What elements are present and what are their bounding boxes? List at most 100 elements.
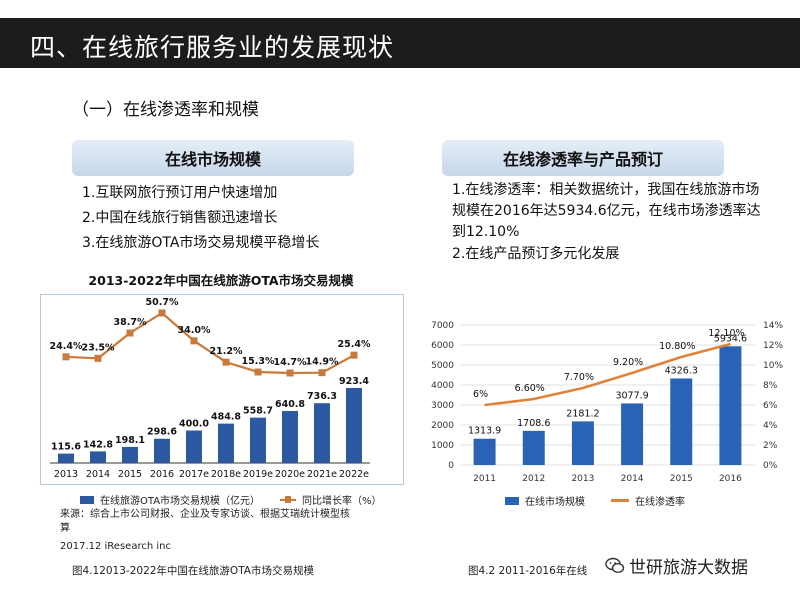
right-line-label-2011: 6%	[473, 389, 488, 400]
left-chart-copyright: 2017.12 iResearch inc	[60, 541, 171, 552]
left-bar-2013	[58, 453, 74, 463]
left-growth-point-2017e	[190, 337, 198, 345]
right-y2-tick-10%: 10%	[763, 361, 783, 371]
left-growth-label-2021e: 14.9%	[306, 357, 339, 368]
right-x-tick-2014: 2014	[621, 474, 644, 484]
right-y-tick-2000: 2000	[431, 421, 454, 431]
left-bar-2014	[90, 451, 106, 463]
legend-line-swatch	[280, 495, 297, 503]
watermark-text: 世研旅游大数据	[629, 558, 748, 578]
right-bar-label-2014: 3077.9	[615, 390, 648, 401]
right-line-label-2015: 10.80%	[659, 341, 695, 352]
legend-bar-swatch	[80, 495, 94, 504]
right-bar-2014	[621, 403, 644, 465]
watermark: 世研旅游大数据	[605, 553, 748, 578]
right-line-label-2016: 12.10%	[708, 328, 744, 339]
wechat-icon	[605, 557, 625, 573]
left-bar-2017e	[186, 430, 202, 463]
right-y-tick-7000: 7000	[431, 321, 454, 331]
right-line-label-2012: 6.60%	[515, 383, 545, 394]
right-x-tick-2011: 2011	[473, 474, 496, 484]
right-line-label-2013: 7.70%	[564, 372, 594, 383]
legend-bar-swatch-right	[505, 496, 519, 505]
right-bar-label-2012: 1708.6	[517, 418, 550, 429]
legend-bar-label-right: 在线市场规模	[525, 497, 585, 508]
left-chart: 115.6 2013 142.8 2014 198.1 2015 298.6 2016 400.…	[50, 297, 371, 480]
right-y2-tick-14%: 14%	[763, 321, 783, 331]
right-bar-label-2016: 5934.6	[714, 333, 747, 344]
left-growth-point-2013	[62, 353, 70, 361]
left-growth-point-2019e	[254, 368, 262, 376]
left-growth-label-2016: 50.7%	[146, 297, 179, 308]
left-growth-label-2014: 23.5%	[82, 342, 115, 353]
left-tick-2020e: 2020e	[275, 469, 305, 480]
right-bar-2015	[670, 378, 693, 465]
right-bar-2013	[571, 421, 594, 465]
left-growth-line	[65, 311, 355, 375]
left-tick-2017e: 2017e	[179, 469, 209, 480]
left-growth-point-2018e	[222, 358, 230, 366]
right-y2-tick-0%: 0%	[763, 461, 778, 471]
right-bar-2016	[719, 346, 742, 465]
left-bar-label-2020e: 640.8	[275, 399, 305, 410]
left-growth-point-2014	[94, 354, 102, 362]
left-chart-legend: 在线旅游OTA市场交易规模（亿元） 同比增长率（%）	[80, 492, 382, 507]
right-y-tick-1000: 1000	[431, 441, 454, 451]
slide-title: 四、在线旅行服务业的发展现状	[30, 33, 395, 62]
section-heading: （一）在线渗透率和规模	[72, 100, 259, 120]
right-y-tick-0: 0	[448, 461, 454, 471]
left-tick-2018e: 2018e	[211, 469, 241, 480]
right-y2-tick-6%: 6%	[763, 401, 778, 411]
left-point-2: 2.中国在线旅行销售额迅速增长	[82, 210, 278, 226]
left-chart-caption: 图4.12013-2022年中国在线旅游OTA市场交易规模	[72, 565, 314, 577]
left-tick-2019e: 2019e	[243, 469, 273, 480]
right-y-tick-5000: 5000	[431, 361, 454, 371]
left-bar-label-2018e: 484.8	[211, 412, 241, 423]
left-tick-2013: 2013	[54, 469, 78, 480]
left-tick-2022e: 2022e	[339, 469, 369, 480]
right-x-tick-2015: 2015	[670, 474, 693, 484]
right-y2-tick-8%: 8%	[763, 381, 778, 391]
left-growth-point-2015	[126, 329, 134, 337]
left-bar-label-2015: 198.1	[115, 435, 145, 446]
left-growth-label-2017e: 34.0%	[178, 325, 211, 336]
right-bar-label-2015: 4326.3	[665, 365, 698, 376]
title-bar	[0, 18, 800, 68]
legend-line-label-right: 在线渗透率	[635, 497, 685, 508]
right-y-tick-6000: 6000	[431, 341, 454, 351]
right-chart-legend: 在线市场规模 在线渗透率	[505, 493, 685, 508]
left-point-1: 1.互联网旅行预订用户快速增加	[82, 185, 278, 201]
left-growth-label-2022e: 25.4%	[338, 339, 371, 350]
left-chart-title: 2013-2022年中国在线旅游OTA市场交易规模	[88, 273, 354, 288]
right-point-1: 1.在线渗透率：相关数据统计，我国在线旅游市场规模在2016年达5934.6亿元…	[452, 182, 761, 240]
left-bar-2020e	[282, 410, 298, 463]
right-x-tick-2012: 2012	[522, 474, 545, 484]
left-growth-label-2019e: 15.3%	[242, 356, 275, 367]
left-chart-source: 来源：综合上市公司财报、企业及专家访谈、根据艾瑞统计模型核算	[60, 509, 350, 534]
right-y2-tick-2%: 2%	[763, 441, 778, 451]
left-bar-label-2016: 298.6	[147, 427, 177, 438]
right-point-2: 2.在线产品预订多元化发展	[452, 246, 620, 262]
left-growth-label-2020e: 14.7%	[274, 357, 307, 368]
right-y2-tick-4%: 4%	[763, 421, 778, 431]
left-tick-2015: 2015	[118, 469, 142, 480]
left-bar-label-2019e: 558.7	[243, 406, 273, 417]
left-growth-point-2020e	[286, 369, 294, 377]
left-growth-label-2018e: 21.2%	[210, 346, 243, 357]
right-x-tick-2013: 2013	[571, 474, 594, 484]
right-penetration-line	[484, 342, 731, 407]
legend-line-label: 同比增长率（%）	[302, 496, 382, 507]
left-bar-label-2014: 142.8	[83, 439, 113, 450]
right-y-tick-4000: 4000	[431, 381, 454, 391]
left-growth-point-2021e	[318, 369, 326, 377]
left-point-3: 3.在线旅游OTA市场交易规模平稳增长	[82, 235, 320, 251]
left-bar-2019e	[250, 417, 266, 463]
left-growth-label-2013: 24.4%	[50, 341, 83, 352]
left-bar-label-2017e: 400.0	[179, 419, 209, 430]
right-bar-label-2013: 2181.2	[566, 408, 599, 419]
legend-bar-label: 在线旅游OTA市场交易规模（亿元）	[100, 496, 261, 507]
left-bar-2016	[154, 438, 170, 463]
left-bar-2022e	[346, 388, 362, 463]
right-y-tick-3000: 3000	[431, 401, 454, 411]
left-growth-label-2015: 38.7%	[114, 317, 147, 328]
